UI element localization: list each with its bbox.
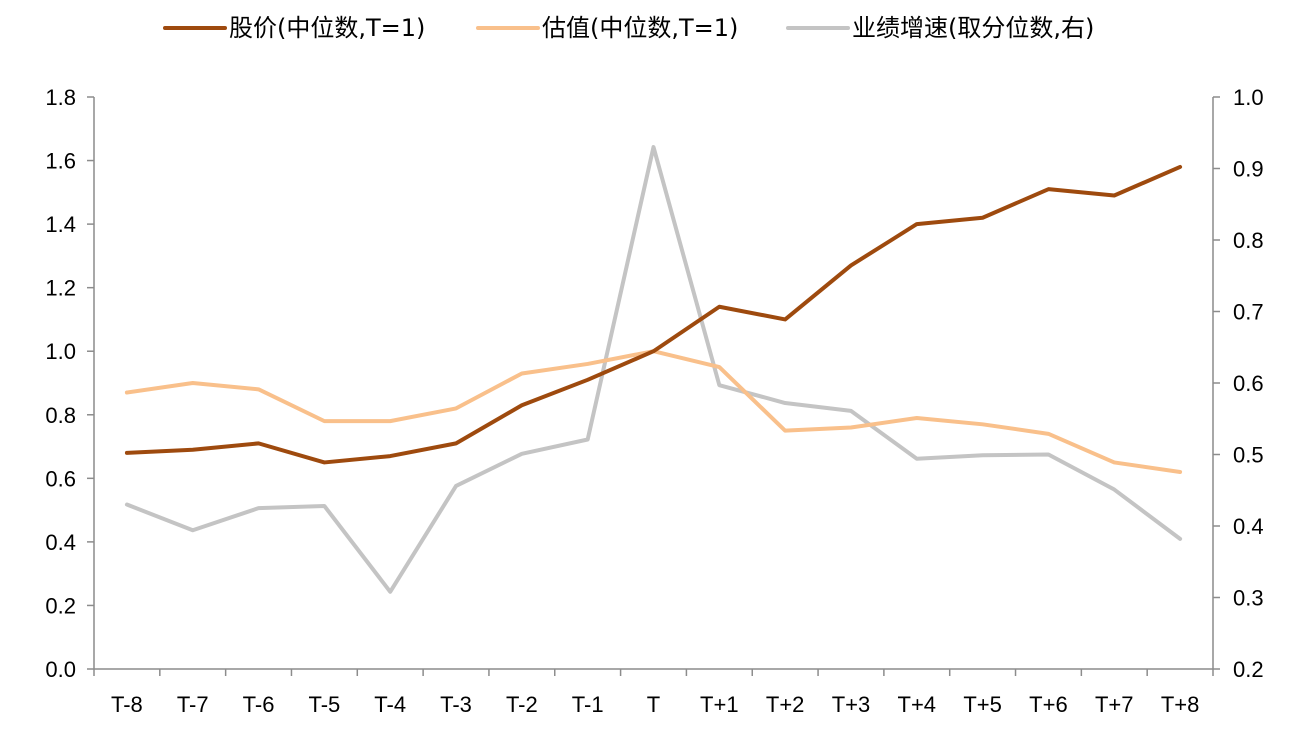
right-y-tick-label: 0.8 — [1233, 228, 1264, 253]
x-tick-label: T-5 — [308, 692, 340, 717]
x-tick-label: T+6 — [1029, 692, 1068, 717]
x-tick-label: T — [647, 692, 660, 717]
legend-label-1: 估值(中位数,T=1) — [542, 14, 738, 42]
left-y-tick-label: 0.8 — [45, 403, 76, 428]
left-y-tick-label: 0.2 — [45, 593, 76, 618]
right-y-tick-label: 0.5 — [1233, 443, 1264, 468]
x-tick-label: T+4 — [898, 692, 937, 717]
right-y-tick-label: 0.2 — [1233, 657, 1264, 682]
right-y-tick-label: 0.9 — [1233, 157, 1264, 182]
right-y-tick-label: 0.6 — [1233, 371, 1264, 396]
x-tick-label: T-7 — [177, 692, 209, 717]
right-y-tick-label: 0.3 — [1233, 586, 1264, 611]
series-group — [124, 145, 1183, 594]
left-y-tick-label: 1.8 — [45, 85, 76, 110]
x-tick-label: T-3 — [440, 692, 472, 717]
right-y-tick-label: 1.0 — [1233, 85, 1264, 110]
left-y-tick-label: 0.6 — [45, 466, 76, 491]
x-tick-label: T-1 — [572, 692, 604, 717]
axes — [93, 97, 1214, 670]
tick-group: 0.0 0.2 0.4 0.6 0.8 1.0 1.2 1.4 1.6 1.8 0.2 0.3 0.4 0… — [45, 85, 1263, 717]
legend-label-2: 业绩增速(取分位数,右) — [852, 14, 1094, 42]
left-y-tick-label: 1.0 — [45, 339, 76, 364]
x-tick-label: T-8 — [111, 692, 143, 717]
right-y-tick-label: 0.7 — [1233, 300, 1264, 325]
x-tick-label: T-6 — [243, 692, 275, 717]
legend-label-0: 股价(中位数,T=1) — [229, 14, 425, 42]
series-line-0 — [124, 164, 1183, 465]
x-tick-label: T+8 — [1161, 692, 1200, 717]
legend: 股价(中位数,T=1) 估值(中位数,T=1) 业绩增速(取分位数,右) — [163, 14, 1094, 42]
x-tick-label: T+2 — [766, 692, 805, 717]
left-y-tick-label: 0.0 — [45, 657, 76, 682]
x-tick-label: T+3 — [832, 692, 871, 717]
x-tick-label: T+7 — [1095, 692, 1134, 717]
left-y-tick-label: 1.2 — [45, 276, 76, 301]
left-y-tick-label: 0.4 — [45, 530, 76, 555]
x-tick-label: T-2 — [506, 692, 538, 717]
x-tick-label: T+5 — [963, 692, 1002, 717]
right-y-tick-label: 0.4 — [1233, 514, 1264, 539]
left-y-tick-label: 1.4 — [45, 212, 76, 237]
x-tick-label: T+1 — [700, 692, 739, 717]
x-tick-label: T-4 — [374, 692, 406, 717]
left-y-tick-label: 1.6 — [45, 149, 76, 174]
series-line-2 — [124, 145, 1183, 594]
